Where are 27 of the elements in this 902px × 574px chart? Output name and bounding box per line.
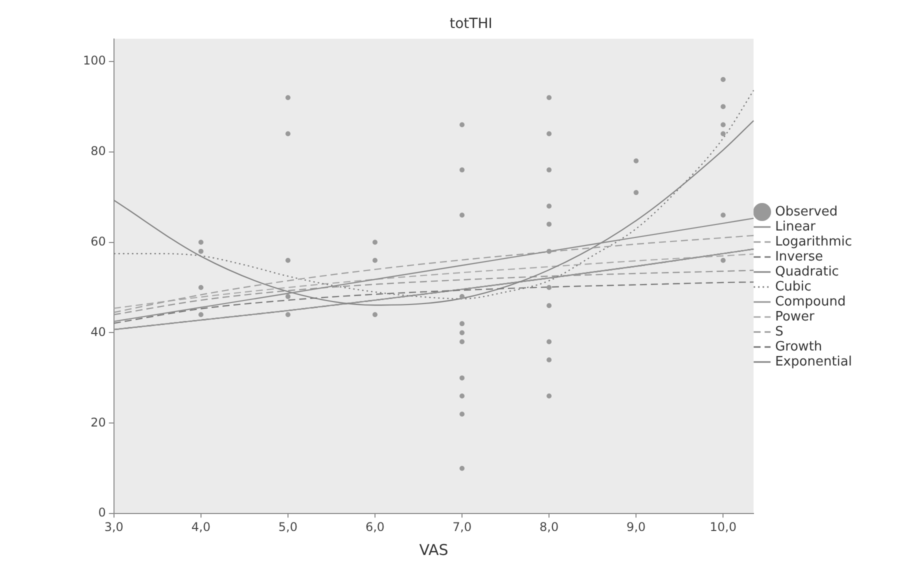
x-tick-label: 3,0 <box>104 520 124 534</box>
legend-label: Cubic <box>775 279 812 294</box>
x-tick-label: 5,0 <box>278 520 298 534</box>
x-tick-label: 9,0 <box>626 520 646 534</box>
x-tick-label: 10,0 <box>710 520 736 534</box>
legend-label: Compound <box>775 294 846 310</box>
x-tick-label: 6,0 <box>365 520 385 534</box>
legend-label: Quadratic <box>775 264 839 280</box>
y-tick-label: 60 <box>90 234 106 248</box>
legend-label: S <box>775 324 784 340</box>
x-tick-label: 4,0 <box>191 520 210 534</box>
legend-label: Logarithmic <box>775 234 852 250</box>
legend-label: Inverse <box>775 249 823 264</box>
chart-title: totTHI <box>450 16 492 32</box>
x-axis-title: VAS <box>419 540 448 559</box>
y-tick-label: 20 <box>90 415 106 430</box>
y-tick-label: 80 <box>90 144 106 158</box>
legend-label: Linear <box>775 219 816 234</box>
y-tick-label: 40 <box>90 324 106 339</box>
legend-label: Observed <box>775 204 838 220</box>
x-tick-label: 7,0 <box>452 520 472 534</box>
legend-label: Power <box>775 309 816 324</box>
x-tick-label: 8,0 <box>540 520 559 534</box>
legend-label: Growth <box>775 339 822 354</box>
y-tick-label: 100 <box>83 54 106 68</box>
y-tick-label: 0 <box>98 506 106 520</box>
legend-label: Exponential <box>775 354 852 370</box>
